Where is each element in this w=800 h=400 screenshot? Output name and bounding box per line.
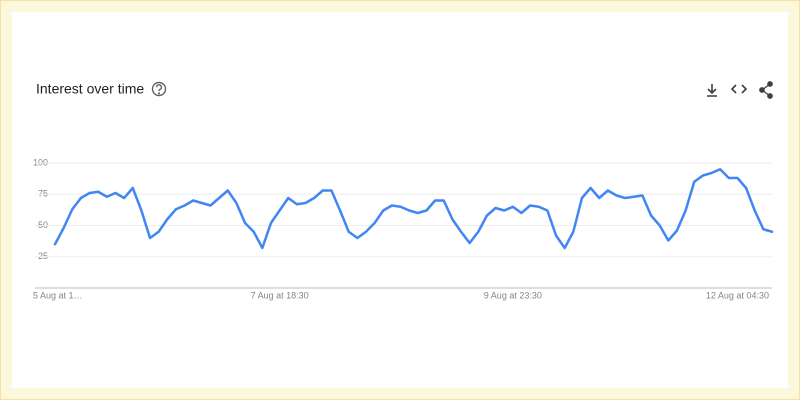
share-icon[interactable] — [759, 81, 773, 99]
card — [12, 12, 788, 388]
x-tick-label: 12 Aug at 04:30 — [706, 290, 769, 300]
help-icon[interactable] — [151, 81, 167, 97]
trend-line — [53, 168, 774, 250]
y-tick-label: 25 — [38, 251, 48, 261]
x-tick-label: 5 Aug at 1… — [33, 290, 83, 300]
y-tick-label: 50 — [38, 220, 48, 230]
x-tick-label: 7 Aug at 18:30 — [251, 290, 309, 300]
chart-title: Interest over time — [36, 81, 144, 97]
y-tick-label: 75 — [38, 189, 48, 199]
x-tick-label: 9 Aug at 23:30 — [484, 290, 542, 300]
download-icon[interactable] — [707, 84, 717, 97]
y-tick-label: 100 — [33, 157, 48, 167]
embed-icon[interactable] — [730, 84, 748, 94]
